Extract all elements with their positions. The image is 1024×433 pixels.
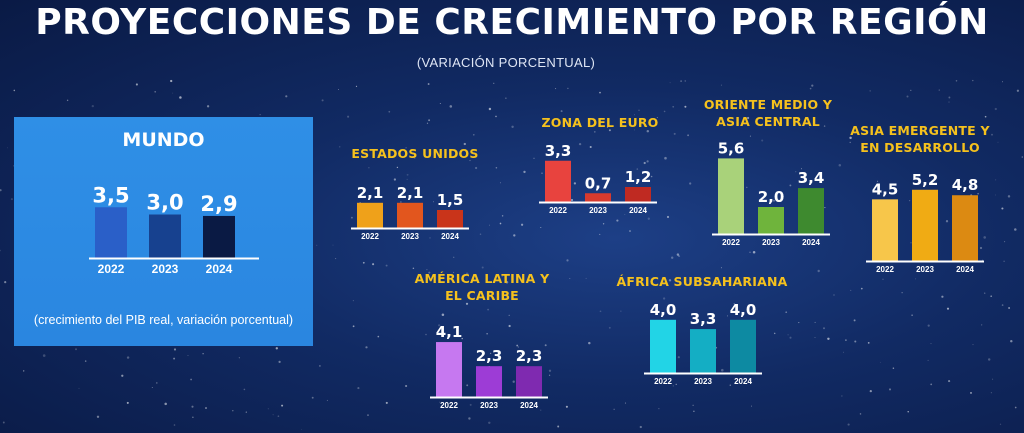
year-label-eeuu-2023: 2023 [401,232,419,241]
title-oriente-medio: ORIENTE MEDIO Y ASIA CENTRAL [703,97,833,129]
bar-eeuu-2022 [357,202,383,228]
value-label-oriente-2023: 2,0 [758,188,785,206]
bar-mundo-2022 [95,207,127,258]
year-label-euro-2022: 2022 [549,206,567,215]
bar-oriente-2024 [798,188,824,234]
year-label-mundo-2022: 2022 [98,262,125,276]
chart-euro: 3,3 2022 0,7 2023 1,2 2024 [539,142,657,215]
year-label-latam-2024: 2024 [520,401,538,410]
year-label-oriente-2024: 2024 [802,238,820,247]
world-title: MUNDO [122,129,205,151]
bar-eeuu-2023 [397,202,423,228]
year-label-asia-2022: 2022 [876,265,894,274]
value-label-africa-2022: 4,0 [650,301,677,319]
value-label-mundo-2022: 3,5 [92,183,129,207]
value-label-euro-2022: 3,3 [545,142,572,160]
bar-asia-2024 [952,195,978,261]
chart-oriente: 5,6 2022 2,0 2023 3,4 2024 [712,139,830,247]
year-label-eeuu-2022: 2022 [361,232,379,241]
bar-latam-2024 [516,366,542,397]
bar-africa-2023 [690,329,716,373]
year-label-oriente-2023: 2023 [762,238,780,247]
year-label-euro-2024: 2024 [629,206,647,215]
year-label-asia-2023: 2023 [916,265,934,274]
chart-latam: 4,1 2022 2,3 2023 2,3 2024 [430,323,548,410]
title-asia-emergente: ASIA EMERGENTE Y EN DESARROLLO [850,123,990,155]
bar-latam-2023 [476,366,502,397]
bar-africa-2022 [650,319,676,373]
bar-mundo-2024 [203,215,235,258]
value-label-mundo-2023: 3,0 [146,191,183,215]
value-label-eeuu-2023: 2,1 [397,184,424,202]
year-label-asia-2024: 2024 [956,265,974,274]
year-label-latam-2022: 2022 [440,401,458,410]
title-estados-unidos: ESTADOS UNIDOS [351,146,479,161]
value-label-asia-2022: 4,5 [872,180,899,198]
year-label-euro-2023: 2023 [589,206,607,215]
bar-euro-2024 [625,187,651,202]
year-label-latam-2023: 2023 [480,401,498,410]
bar-latam-2022 [436,342,462,397]
bar-oriente-2022 [718,158,744,234]
chart-mundo: 3,5 2022 3,0 2023 2,9 2024 [89,183,259,276]
chart-eeuu: 2,1 2022 2,1 2023 1,5 2024 [351,184,469,241]
world-note: (crecimiento del PIB real, variación por… [33,313,294,327]
page-title: PROYECCIONES DE CRECIMIENTO POR REGIÓN [35,2,989,43]
year-label-oriente-2022: 2022 [722,238,740,247]
value-label-eeuu-2024: 1,5 [437,191,464,209]
value-label-africa-2023: 3,3 [690,310,717,328]
value-label-euro-2023: 0,7 [585,174,612,192]
bar-asia-2022 [872,199,898,261]
bar-euro-2022 [545,160,571,202]
bar-mundo-2023 [149,214,181,258]
title-america-latina: AMÉRICA LATINA Y EL CARIBE [414,271,550,303]
year-label-africa-2023: 2023 [694,377,712,386]
value-label-mundo-2024: 2,9 [200,192,237,216]
year-label-mundo-2024: 2024 [206,262,233,276]
title-africa-subsahariana: ÁFRICA SUBSAHARIANA [616,274,788,289]
chart-africa: 4,0 2022 3,3 2023 4,0 2024 [644,301,762,386]
year-label-mundo-2023: 2023 [152,262,179,276]
value-label-latam-2022: 4,1 [436,323,463,341]
value-label-asia-2024: 4,8 [952,176,979,194]
value-label-latam-2024: 2,3 [516,347,543,365]
year-label-africa-2024: 2024 [734,377,752,386]
value-label-euro-2024: 1,2 [625,168,652,186]
value-label-africa-2024: 4,0 [730,301,757,319]
value-label-eeuu-2022: 2,1 [357,184,384,202]
year-label-eeuu-2024: 2024 [441,232,459,241]
value-label-asia-2023: 5,2 [912,171,939,189]
bar-eeuu-2024 [437,210,463,228]
chart-asia: 4,5 2022 5,2 2023 4,8 2024 [866,171,984,274]
bar-euro-2023 [585,193,611,202]
bar-africa-2024 [730,319,756,373]
value-label-latam-2023: 2,3 [476,347,503,365]
bar-asia-2023 [912,189,938,261]
value-label-oriente-2022: 5,6 [718,139,745,157]
year-label-africa-2022: 2022 [654,377,672,386]
value-label-oriente-2024: 3,4 [798,169,825,187]
title-zona-euro: ZONA DEL EURO [541,115,659,130]
page-subtitle: (VARIACIÓN PORCENTUAL) [416,55,596,70]
bar-oriente-2023 [758,207,784,234]
